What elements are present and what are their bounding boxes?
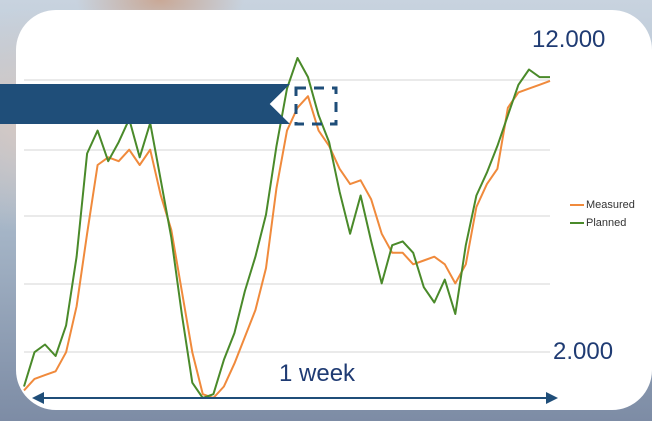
legend-label-planned: Planned — [586, 217, 627, 229]
legend-label-measured: Measured — [586, 199, 635, 211]
y-tick-label-min: 2.000 — [553, 338, 614, 365]
week-annotation: 1 week — [279, 360, 356, 387]
series-lines — [23, 57, 551, 399]
grid-lines — [24, 79, 550, 353]
week-arrow-left-head — [32, 392, 44, 404]
annotations — [32, 86, 558, 404]
series-line-planned — [23, 57, 550, 399]
callout-banner — [0, 84, 290, 124]
legend-item-measured: Measured — [570, 199, 635, 211]
dashed-selection-box — [294, 86, 338, 126]
legend-swatch-measured — [570, 204, 584, 207]
y-tick-label-max: 12.000 — [532, 26, 606, 53]
series-line-measured — [23, 79, 551, 399]
legend-swatch-planned — [570, 222, 584, 225]
week-arrow-right-head — [546, 392, 558, 404]
legend-item-planned: Planned — [570, 217, 626, 229]
